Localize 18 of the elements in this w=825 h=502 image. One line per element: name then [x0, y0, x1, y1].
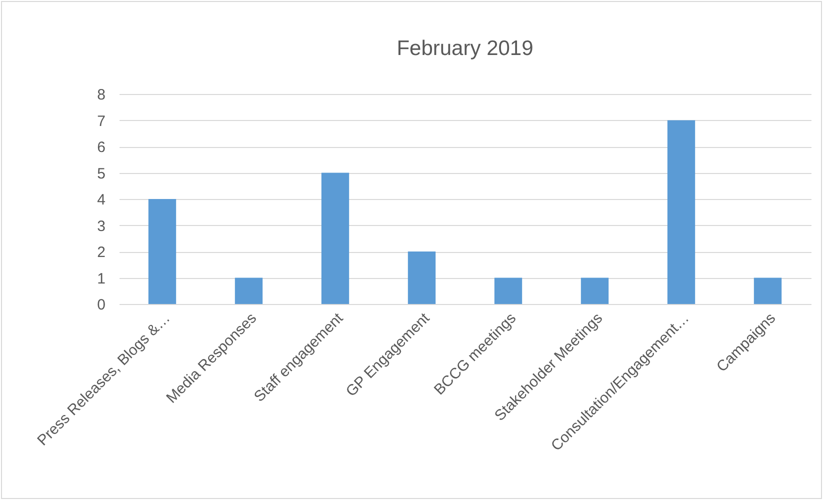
- bar: [754, 278, 782, 304]
- bar: [667, 120, 696, 304]
- y-tick-label: 3: [97, 218, 106, 235]
- bar: [321, 172, 350, 304]
- bar: [234, 278, 263, 304]
- y-tick-label: 0: [97, 296, 106, 314]
- y-tick-label: 1: [97, 270, 106, 288]
- bar: [494, 278, 522, 304]
- chart-title: February 2019: [396, 37, 534, 60]
- y-tick-label: 2: [97, 244, 106, 261]
- y-tick-label: 8: [97, 86, 106, 104]
- bar: [148, 199, 176, 304]
- bar: [580, 278, 609, 304]
- y-tick-label: 4: [97, 192, 106, 208]
- y-tick-label: 5: [97, 165, 106, 182]
- bar: [408, 252, 436, 304]
- y-tick-label: 6: [97, 139, 106, 156]
- y-tick-label: 7: [97, 112, 106, 130]
